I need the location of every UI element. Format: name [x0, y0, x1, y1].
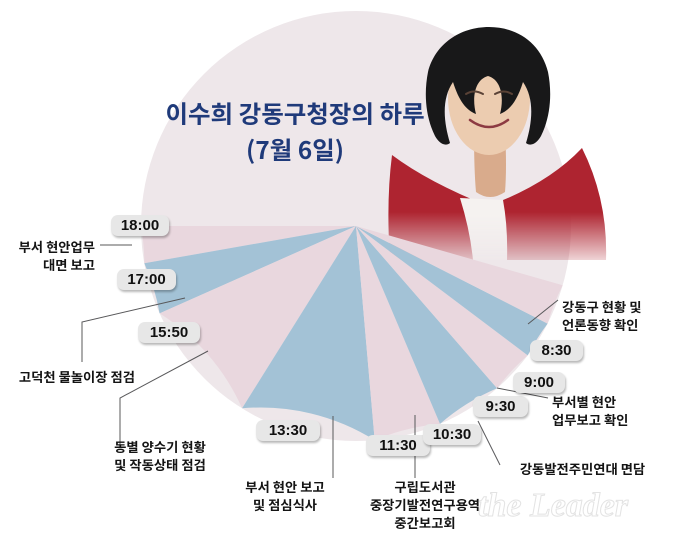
svg-text:(7월 6일): (7월 6일)	[246, 132, 344, 167]
svg-text:이수희 강동구청장의 하루: 이수희 강동구청장의 하루	[165, 96, 424, 131]
